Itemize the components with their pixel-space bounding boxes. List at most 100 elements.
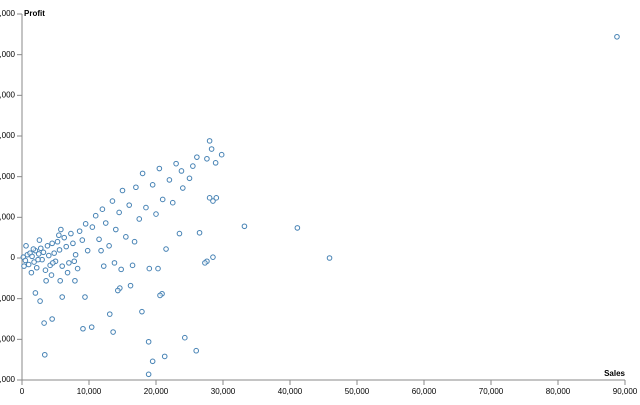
point xyxy=(157,292,163,299)
point xyxy=(118,266,124,273)
point xyxy=(33,264,40,271)
point xyxy=(84,247,91,254)
point xyxy=(159,196,166,203)
point xyxy=(49,240,55,247)
point xyxy=(50,260,56,266)
point xyxy=(41,320,47,326)
point xyxy=(99,206,106,212)
point xyxy=(51,250,57,256)
point xyxy=(218,151,225,158)
point xyxy=(163,246,169,252)
point xyxy=(202,260,208,266)
point xyxy=(115,287,121,294)
point xyxy=(110,329,116,335)
point xyxy=(42,267,49,274)
point xyxy=(21,263,27,269)
point xyxy=(54,238,61,245)
point xyxy=(29,253,35,260)
point xyxy=(46,252,52,259)
point xyxy=(169,199,176,206)
point xyxy=(70,240,76,247)
point xyxy=(176,230,183,237)
point xyxy=(149,182,156,188)
point xyxy=(106,243,112,249)
x-tick-label: 20,000 xyxy=(144,387,169,396)
x-tick-label: 40,000 xyxy=(278,387,303,396)
point xyxy=(68,230,74,237)
point xyxy=(173,160,179,167)
point xyxy=(153,211,159,217)
point xyxy=(28,269,35,276)
point xyxy=(89,224,96,230)
point xyxy=(37,298,43,304)
point xyxy=(92,212,99,219)
y-tick-label: 30,000 xyxy=(0,9,16,18)
point xyxy=(204,155,210,162)
point xyxy=(82,221,89,227)
point xyxy=(59,263,66,269)
y-tick-label: 15,000 xyxy=(0,131,16,140)
point xyxy=(43,277,49,284)
point xyxy=(44,243,51,249)
point xyxy=(30,246,37,252)
point xyxy=(210,198,216,204)
point xyxy=(74,265,81,272)
point xyxy=(23,243,29,249)
point xyxy=(213,195,220,201)
x-tick-label: 70,000 xyxy=(479,387,504,396)
y-tick-label: 20,000 xyxy=(0,90,16,99)
point xyxy=(194,154,200,160)
y-axis-title: Profit xyxy=(24,9,45,18)
x-tick-label: 10,000 xyxy=(77,387,102,396)
point xyxy=(116,209,122,216)
point xyxy=(166,177,173,183)
x-axis-title: Sales xyxy=(604,369,625,378)
point xyxy=(109,198,116,204)
point xyxy=(139,170,146,177)
point xyxy=(63,243,70,250)
y-tick-label: 10,000 xyxy=(0,172,16,181)
point xyxy=(143,204,149,211)
point xyxy=(37,245,44,252)
point xyxy=(106,311,113,317)
point xyxy=(127,282,134,289)
point xyxy=(212,160,219,166)
x-tick-label: 30,000 xyxy=(211,387,236,396)
point xyxy=(58,226,64,233)
point xyxy=(614,33,620,40)
point xyxy=(31,259,37,265)
point xyxy=(206,138,213,144)
point xyxy=(61,234,68,241)
y-tick-label: -15,000 xyxy=(0,375,16,384)
x-tick-label: 60,000 xyxy=(412,387,437,396)
point xyxy=(64,269,71,276)
point xyxy=(57,277,63,284)
point xyxy=(210,254,216,260)
point xyxy=(35,251,42,257)
point xyxy=(156,165,163,172)
point xyxy=(190,163,196,169)
point xyxy=(56,247,63,253)
point xyxy=(76,228,83,234)
point xyxy=(79,237,86,243)
point xyxy=(49,316,55,322)
point xyxy=(59,294,66,300)
point xyxy=(32,290,39,296)
point xyxy=(56,232,62,239)
point xyxy=(41,351,48,358)
x-tick-label: 80,000 xyxy=(546,387,571,396)
y-tick-label: 5,000 xyxy=(0,212,16,221)
point xyxy=(102,220,109,226)
point xyxy=(294,225,301,231)
point xyxy=(36,237,43,243)
point xyxy=(25,261,32,268)
point xyxy=(180,185,186,191)
point xyxy=(22,257,29,264)
point xyxy=(119,187,126,194)
point xyxy=(145,338,152,345)
point xyxy=(126,202,132,208)
y-tick-label: -10,000 xyxy=(0,334,16,343)
point xyxy=(193,347,199,354)
